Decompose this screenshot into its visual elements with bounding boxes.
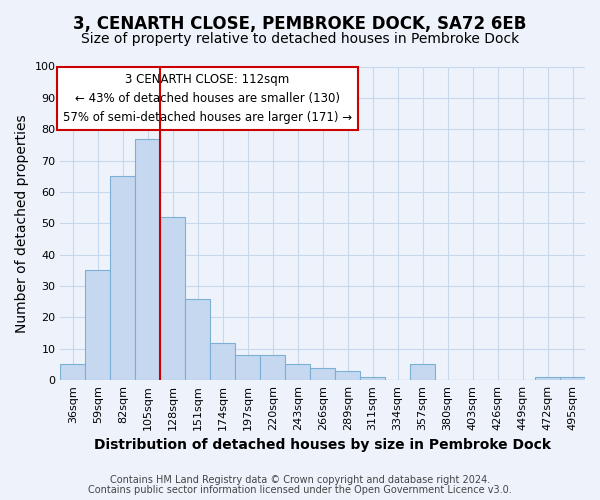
Bar [160, 217, 185, 380]
Text: Contains HM Land Registry data © Crown copyright and database right 2024.: Contains HM Land Registry data © Crown c… [110, 475, 490, 485]
Bar [136, 138, 160, 380]
Text: Contains public sector information licensed under the Open Government Licence v3: Contains public sector information licen… [88, 485, 512, 495]
Text: 3 CENARTH CLOSE: 112sqm
← 43% of detached houses are smaller (130)
57% of semi-d: 3 CENARTH CLOSE: 112sqm ← 43% of detache… [63, 73, 352, 124]
Bar [260, 355, 285, 380]
Bar [185, 298, 210, 380]
Bar [560, 377, 585, 380]
Text: Size of property relative to detached houses in Pembroke Dock: Size of property relative to detached ho… [81, 32, 519, 46]
Bar [235, 355, 260, 380]
Bar [61, 364, 85, 380]
Bar [285, 364, 310, 380]
Y-axis label: Number of detached properties: Number of detached properties [15, 114, 29, 332]
Bar [410, 364, 435, 380]
Bar [210, 342, 235, 380]
Text: 3, CENARTH CLOSE, PEMBROKE DOCK, SA72 6EB: 3, CENARTH CLOSE, PEMBROKE DOCK, SA72 6E… [73, 15, 527, 33]
Bar [110, 176, 136, 380]
X-axis label: Distribution of detached houses by size in Pembroke Dock: Distribution of detached houses by size … [94, 438, 551, 452]
Bar [85, 270, 110, 380]
Bar [310, 368, 335, 380]
Bar [335, 371, 360, 380]
Bar [360, 377, 385, 380]
Bar [535, 377, 560, 380]
